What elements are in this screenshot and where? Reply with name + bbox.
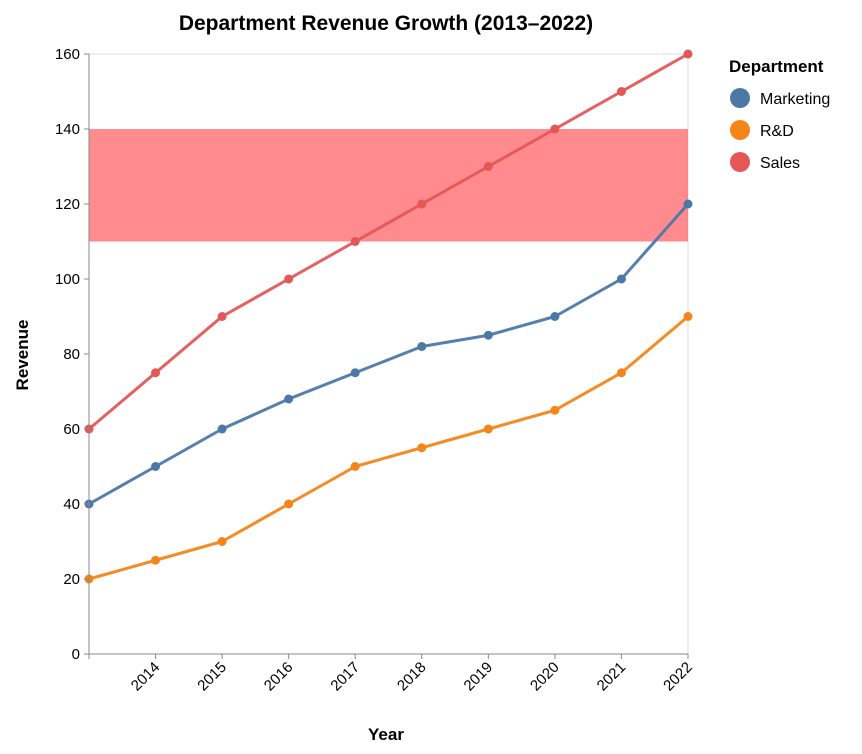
data-point-sales-2022 (683, 49, 693, 59)
y-tick-label: 60 (63, 421, 80, 438)
data-point-r-d-2020 (550, 405, 560, 415)
x-tick-label: 2021 (594, 659, 630, 695)
data-point-r-d-2016 (284, 499, 294, 509)
x-axis-title: Year (368, 725, 404, 744)
data-point-sales-2016 (284, 274, 294, 284)
x-axis: 2014 2015 2016 2017 2018 2019 2020 2021 2022 (88, 653, 696, 695)
data-point-sales-2018 (417, 199, 427, 209)
data-point-sales-2019 (483, 162, 493, 171)
data-point-r-d-2018 (417, 443, 427, 453)
y-tick-label: 0 (72, 646, 80, 663)
y-axis-title: Revenue (13, 320, 32, 391)
legend-swatch-r-d (730, 120, 750, 140)
legend-label-r-d: R&D (760, 123, 794, 140)
legend-label-sales: Sales (760, 155, 800, 172)
data-point-marketing-2015 (217, 424, 227, 434)
y-tick-label: 160 (55, 46, 80, 63)
data-point-marketing-2018 (417, 342, 427, 351)
legend: Department Marketing R&D Sales (729, 57, 830, 172)
data-point-r-d-2021 (616, 368, 626, 378)
x-tick-label: 2022 (660, 659, 696, 695)
series-line-marketing (88, 203, 690, 506)
plot-area (84, 49, 693, 655)
x-tick-label: 2016 (261, 659, 297, 695)
data-point-marketing-2017 (350, 368, 360, 378)
data-point-r-d-2022 (683, 312, 693, 321)
x-tick-label: 2015 (194, 659, 230, 695)
data-point-sales-2015 (217, 312, 227, 321)
data-point-r-d-2019 (483, 424, 493, 434)
series-line-sales (88, 52, 689, 431)
data-point-marketing-2016 (284, 394, 294, 404)
legend-swatch-sales (730, 152, 750, 172)
x-tick-label: 2017 (327, 659, 363, 695)
y-tick-label: 100 (55, 271, 80, 288)
series-line-r-d (88, 315, 689, 581)
legend-label-marketing: Marketing (760, 91, 830, 108)
data-point-r-d-2017 (350, 462, 360, 471)
y-tick-label: 140 (55, 121, 80, 138)
data-point-sales-2017 (350, 237, 360, 246)
legend-swatch-marketing (730, 88, 750, 108)
data-point-marketing-2014 (151, 462, 161, 471)
data-point-sales-2020 (550, 124, 560, 134)
data-point-marketing-2020 (550, 312, 560, 321)
data-point-marketing-2019 (483, 330, 493, 340)
data-point-r-d-2014 (151, 555, 161, 565)
x-tick-label: 2014 (128, 659, 164, 695)
y-tick-label: 80 (63, 346, 80, 363)
data-point-marketing-2021 (616, 274, 626, 284)
chart-title: Department Revenue Growth (2013–2022) (179, 12, 593, 35)
data-point-r-d-2015 (217, 537, 227, 546)
x-tick-label: 2020 (527, 659, 563, 695)
x-tick-label: 2019 (461, 659, 497, 695)
data-point-marketing-2022 (683, 199, 693, 209)
highlight-band (89, 129, 688, 242)
data-point-sales-2021 (616, 87, 626, 96)
data-point-sales-2014 (151, 368, 161, 378)
y-tick-label: 20 (63, 571, 80, 588)
x-tick-label: 2018 (394, 659, 430, 695)
legend-title: Department (729, 57, 824, 76)
y-axis: 0 20 40 60 80 100 120 140 160 (55, 46, 90, 663)
y-tick-label: 120 (55, 196, 80, 213)
y-tick-label: 40 (63, 496, 80, 513)
